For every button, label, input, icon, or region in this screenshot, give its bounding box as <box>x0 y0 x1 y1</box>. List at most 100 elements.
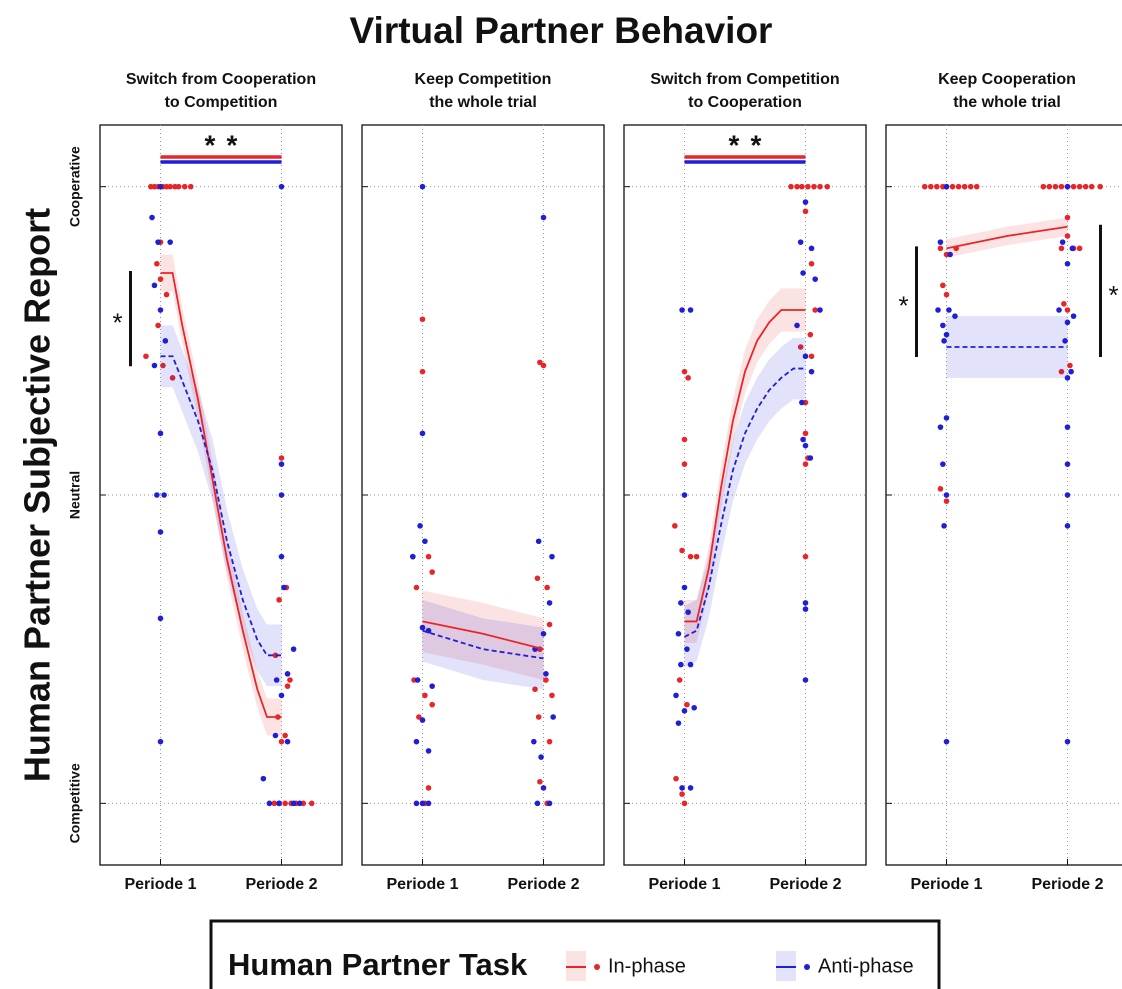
data-point <box>287 677 293 683</box>
data-point <box>278 183 285 190</box>
data-point <box>284 683 291 689</box>
data-point <box>425 800 432 807</box>
data-point <box>684 701 690 708</box>
data-point <box>272 652 279 659</box>
data-point <box>937 424 944 430</box>
data-point <box>946 307 952 313</box>
error-band <box>422 599 544 690</box>
data-point <box>273 677 280 683</box>
data-point <box>1040 183 1047 190</box>
data-point <box>808 260 815 267</box>
significance-star: * <box>112 308 122 338</box>
data-point <box>802 353 809 360</box>
data-point <box>413 800 420 807</box>
data-point <box>532 686 538 693</box>
data-point <box>154 260 160 267</box>
data-point <box>276 800 282 807</box>
data-point <box>1064 738 1071 745</box>
data-point <box>681 436 688 443</box>
data-point <box>271 800 278 807</box>
figure-title: Virtual Partner Behavior <box>350 10 773 51</box>
data-point <box>540 630 547 637</box>
data-point <box>681 461 688 467</box>
x-tick-label: Periode 2 <box>507 876 579 893</box>
data-point <box>413 584 420 591</box>
data-point <box>167 239 173 245</box>
data-point <box>681 368 688 375</box>
data-point <box>284 738 291 745</box>
error-band <box>422 590 544 680</box>
data-point <box>940 322 946 329</box>
data-point <box>175 183 182 190</box>
data-point <box>1097 183 1103 190</box>
significance-star: * <box>729 129 740 160</box>
data-point <box>937 486 944 492</box>
data-point <box>417 523 423 529</box>
data-point <box>544 584 550 591</box>
data-point <box>943 415 950 421</box>
data-point <box>672 523 678 529</box>
data-point <box>157 529 164 535</box>
error-band <box>160 325 282 687</box>
panel-title: to Competition <box>165 94 278 111</box>
data-point <box>921 183 928 190</box>
legend-title: Human Partner Task <box>228 947 528 982</box>
significance-star: * <box>205 129 216 160</box>
panel-title: Switch from Cooperation <box>126 71 316 88</box>
data-point <box>425 748 432 754</box>
data-point <box>1064 307 1071 313</box>
legend-dot <box>804 964 810 970</box>
data-point <box>681 800 688 807</box>
mean-line <box>160 272 282 718</box>
data-point <box>549 553 555 560</box>
data-point <box>546 738 553 745</box>
data-point <box>940 282 946 289</box>
data-point <box>278 455 285 461</box>
data-point <box>1076 183 1083 190</box>
data-point <box>429 701 435 708</box>
data-point <box>802 461 809 467</box>
data-point <box>419 368 426 375</box>
data-point <box>187 183 194 190</box>
data-point <box>675 720 682 726</box>
data-point <box>157 738 164 745</box>
data-point <box>155 322 161 329</box>
data-point <box>824 183 831 190</box>
data-point <box>290 646 297 652</box>
data-point <box>1064 183 1071 190</box>
data-point <box>1056 307 1062 313</box>
data-point <box>1064 492 1071 498</box>
data-point <box>154 492 160 498</box>
data-point <box>422 692 428 699</box>
data-point <box>941 338 947 344</box>
data-point <box>1067 362 1073 369</box>
data-point <box>1064 214 1071 221</box>
legend-label: Anti-phase <box>818 955 914 977</box>
data-point <box>934 183 940 190</box>
data-point <box>422 538 428 545</box>
data-point <box>546 621 553 628</box>
data-point <box>534 575 541 582</box>
data-point <box>681 492 688 498</box>
data-point <box>425 553 432 560</box>
y-tick-label: Neutral <box>67 471 83 519</box>
x-tick-label: Periode 1 <box>124 876 196 893</box>
data-point <box>817 183 823 190</box>
data-point <box>1064 319 1071 326</box>
data-point <box>673 692 679 699</box>
legend-box <box>209 919 941 989</box>
data-point <box>1070 313 1077 319</box>
data-point <box>802 600 809 606</box>
data-point <box>543 677 549 683</box>
data-point <box>1059 239 1066 245</box>
data-point <box>419 800 426 807</box>
data-point <box>169 375 176 381</box>
data-point <box>1068 368 1074 375</box>
data-point <box>157 307 164 313</box>
data-point <box>685 609 691 615</box>
x-tick-label: Periode 2 <box>769 876 841 893</box>
data-point <box>681 584 688 591</box>
data-point <box>1058 245 1065 252</box>
data-point <box>538 754 544 760</box>
